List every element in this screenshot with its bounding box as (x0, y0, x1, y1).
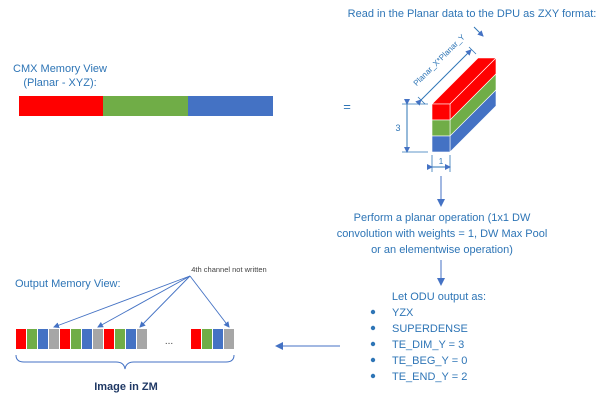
bullet-icon (370, 325, 376, 331)
output-block-red (60, 329, 70, 349)
odu-item: TE_BEG_Y = 0 (392, 355, 467, 367)
height-label: 3 (395, 123, 400, 133)
output-block-gray (49, 329, 59, 349)
zxy-block (431, 57, 497, 153)
output-block-green (202, 329, 212, 349)
block-front-green (431, 119, 451, 137)
equals-sign: = (343, 99, 351, 114)
zxy-title: Read in the Planar data to the DPU as ZX… (348, 8, 597, 20)
image-in-zm-label: Image in ZM (94, 381, 158, 393)
output-block-gray (224, 329, 234, 349)
output-block-red (191, 329, 201, 349)
output-block-red (16, 329, 26, 349)
odu-title: Let ODU output as: (392, 291, 486, 303)
odu-item: TE_DIM_Y = 3 (392, 339, 464, 351)
unwritten-channel-note: 4th channel not written (191, 265, 266, 274)
operation-line2: convolution with weights = 1, DW Max Poo… (337, 228, 548, 240)
odu-list: YZX SUPERDENSE TE_DIM_Y = 3 TE_BEG_Y = 0… (370, 307, 468, 383)
odu-item: SUPERDENSE (392, 323, 468, 335)
output-block-green (71, 329, 81, 349)
output-block-blue (82, 329, 92, 349)
output-ellipsis: ... (165, 336, 173, 347)
output-block-red (104, 329, 114, 349)
output-block-gray (93, 329, 103, 349)
odu-item: YZX (392, 307, 414, 319)
cmx-memory-bar (19, 96, 273, 116)
height-dimension: 3 (395, 99, 428, 153)
operation-line3: or an elementwise operation) (371, 244, 513, 256)
cmx-segment-green (103, 96, 188, 116)
output-block-blue (126, 329, 136, 349)
bullet-icon (370, 357, 376, 363)
block-front-red (431, 103, 451, 121)
output-block-blue (38, 329, 48, 349)
note-pointers (53, 275, 230, 329)
output-block-green (27, 329, 37, 349)
cmx-title-line1: CMX Memory View (13, 63, 107, 75)
operation-line1: Perform a planar operation (1x1 DW (354, 212, 531, 224)
width-label: 1 (439, 157, 444, 166)
bullet-icon (370, 341, 376, 347)
output-memory-blocks (16, 329, 234, 349)
cmx-segment-red (19, 96, 103, 116)
output-block-blue (213, 329, 223, 349)
output-block-gray (137, 329, 147, 349)
cmx-title-line2: (Planar - XYZ): (23, 77, 96, 89)
width-dimension: 1 (427, 155, 451, 172)
output-title: Output Memory View: (15, 278, 121, 290)
output-block-green (115, 329, 125, 349)
block-front-blue (431, 135, 451, 153)
cmx-segment-blue (188, 96, 273, 116)
odu-item: TE_END_Y = 2 (392, 371, 467, 383)
image-brace (15, 354, 235, 370)
bullet-icon (370, 309, 376, 315)
bullet-icon (370, 373, 376, 379)
